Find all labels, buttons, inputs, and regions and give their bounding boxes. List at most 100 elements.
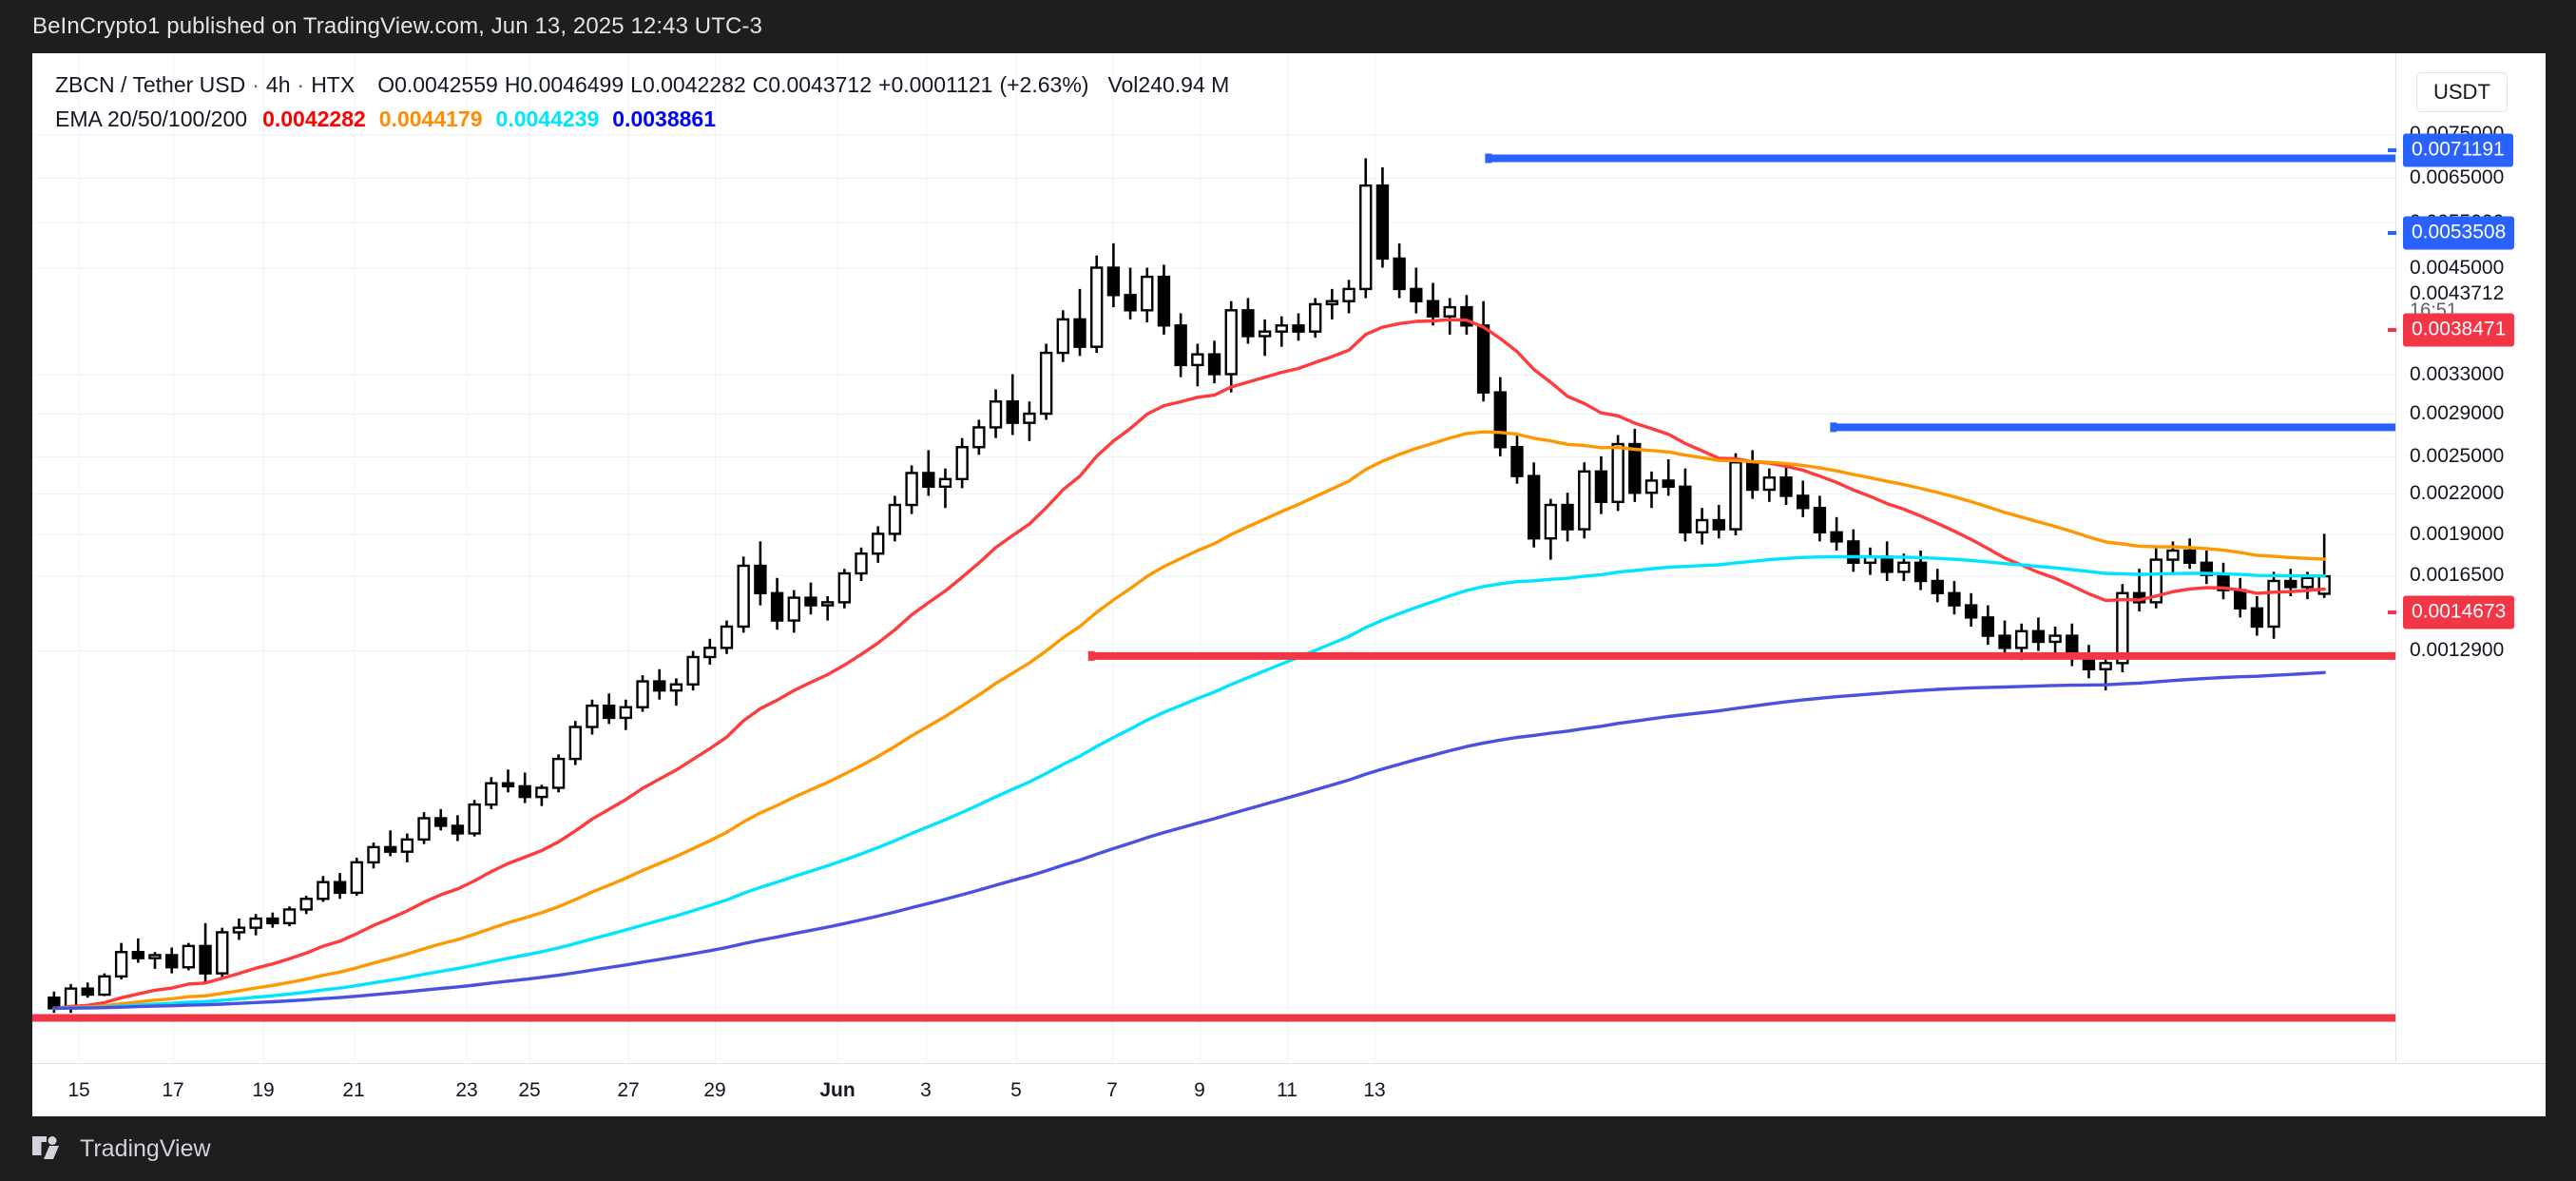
- time-tick: 13: [1363, 1079, 1386, 1101]
- candle-body-down: [602, 704, 616, 720]
- price-tick: 0.0016500: [2410, 564, 2505, 586]
- grid-line-vertical: [926, 53, 927, 1063]
- candle-body-down: [770, 591, 784, 622]
- grid-line-vertical: [715, 53, 716, 1063]
- publisher-caption: BeInCrypto1 published on TradingView.com…: [32, 13, 762, 39]
- resistance-label-lower[interactable]: 0.0053508: [2403, 216, 2515, 250]
- price-tick: 0.0019000: [2410, 523, 2505, 545]
- candle-body-up: [1258, 330, 1272, 338]
- grid-line-horizontal: [32, 534, 2395, 535]
- candle-body-up: [367, 845, 380, 864]
- candle-body-down: [1073, 318, 1086, 348]
- legend-change-absolute: +0.0001121: [878, 72, 993, 97]
- candle-body-up: [1762, 476, 1777, 492]
- candle-body-up: [619, 706, 633, 720]
- candle-body-down: [1981, 616, 1995, 637]
- grid-line-vertical: [1016, 53, 1017, 1063]
- candle-body-up: [2166, 549, 2180, 561]
- candle-body-down: [922, 472, 935, 489]
- candle-body-up: [686, 655, 700, 686]
- candle-body-down: [2182, 549, 2197, 564]
- candle-body-up: [787, 596, 800, 622]
- chart-panel[interactable]: ZBCN / Tether USD · 4h · HTX O0.0042559 …: [32, 53, 2546, 1116]
- price-tick: 0.0065000: [2410, 166, 2505, 188]
- resistance-line-upper-anchor[interactable]: [1485, 153, 1492, 164]
- ema-20-line: [52, 318, 2326, 1011]
- candle-body-down: [1426, 300, 1440, 318]
- candle-body-down: [1745, 461, 1759, 492]
- candle-body-up: [1611, 442, 1624, 504]
- candle-body-down: [1292, 324, 1305, 333]
- grid-line-vertical: [354, 53, 355, 1063]
- legend-separator-2: ·: [297, 72, 305, 97]
- candle-body-down: [1174, 324, 1187, 367]
- time-tick: 29: [703, 1079, 726, 1101]
- legend-interval[interactable]: 4h: [265, 72, 291, 97]
- resistance-label-upper[interactable]: 0.0071191: [2403, 133, 2513, 167]
- grid-line-horizontal: [32, 134, 2395, 135]
- candle-body-down: [81, 987, 94, 997]
- price-tick: 0.0045000: [2410, 257, 2505, 279]
- candle-body-up: [148, 954, 162, 959]
- grid-line-vertical: [263, 53, 264, 1063]
- candle-body-down: [1493, 391, 1507, 449]
- candle-body-up: [1695, 518, 1709, 534]
- candle-body-down: [501, 782, 515, 788]
- candle-body-down: [1830, 531, 1843, 543]
- time-tick: 11: [1277, 1079, 1298, 1101]
- candle-body-up: [703, 647, 717, 659]
- price-marker-stub: [2388, 610, 2396, 614]
- candle-body-up: [905, 472, 918, 507]
- candle-body-up: [182, 944, 196, 969]
- candle-body-up: [636, 680, 649, 708]
- legend-ema-line: EMA 20/50/100/200 0.0042282 0.0044179 0.…: [55, 106, 1236, 132]
- time-tick: 17: [162, 1079, 184, 1101]
- candle-body-up: [1023, 412, 1036, 424]
- candle-body-down: [1880, 555, 1894, 573]
- candle-body-up: [114, 951, 128, 978]
- price-tick: 0.0012900: [2410, 639, 2505, 661]
- support-label-upper[interactable]: 0.0038471: [2403, 313, 2515, 347]
- candle-body-up: [2267, 579, 2280, 629]
- legend-close: C0.0043712: [752, 72, 873, 97]
- candle-body-up: [249, 917, 262, 929]
- plot-area[interactable]: [32, 53, 2395, 1063]
- candle-body-up: [1644, 479, 1659, 494]
- legend-ema-title[interactable]: EMA 20/50/100/200: [55, 106, 248, 131]
- candle-body-up: [837, 571, 852, 604]
- brand-bar: TradingView: [0, 1116, 2576, 1181]
- brand-name: TradingView: [80, 1134, 211, 1162]
- candle-body-up: [938, 477, 952, 489]
- legend-symbol[interactable]: ZBCN / Tether USD: [55, 72, 246, 97]
- price-scale[interactable]: USDT 0.00750000.00650000.00550000.004500…: [2388, 53, 2546, 1063]
- time-scale[interactable]: 15 17 19 21 23 25 27 29 Jun 3 5 7 9 11 13: [32, 1063, 2546, 1116]
- candle-body-down: [1106, 266, 1121, 297]
- candle-body-down: [2284, 579, 2297, 589]
- legend-exchange[interactable]: HTX: [311, 72, 356, 97]
- candle-body-up: [2317, 574, 2331, 595]
- candle-body-down: [333, 881, 347, 895]
- legend-open: O0.0042559: [377, 72, 498, 97]
- candle-body-down: [1847, 540, 1860, 564]
- publisher-bar: BeInCrypto1 published on TradingView.com…: [0, 0, 2576, 53]
- candle-body-up: [1191, 353, 1204, 367]
- support-line-upper-anchor[interactable]: [1087, 650, 1095, 661]
- candle-body-down: [1662, 479, 1675, 489]
- time-tick: 21: [342, 1079, 365, 1101]
- candle-body-up: [551, 757, 566, 789]
- legend-ema200-value: 0.0038861: [612, 106, 716, 131]
- grid-line-vertical: [173, 53, 174, 1063]
- currency-badge[interactable]: USDT: [2416, 72, 2508, 112]
- candle-body-up: [669, 683, 683, 692]
- grid-line-vertical: [628, 53, 629, 1063]
- support-label-lower[interactable]: 0.0014673: [2403, 595, 2515, 629]
- resistance-line-lower-anchor[interactable]: [1830, 422, 1837, 433]
- legend-ema50-value: 0.0044179: [378, 106, 483, 131]
- candle-body-down: [383, 845, 397, 853]
- grid-line-vertical: [1287, 53, 1288, 1063]
- candle-body-down: [1527, 474, 1541, 540]
- candle-body-down: [451, 824, 465, 835]
- candle-body-down: [131, 951, 144, 959]
- price-tick: 0.0033000: [2410, 363, 2505, 385]
